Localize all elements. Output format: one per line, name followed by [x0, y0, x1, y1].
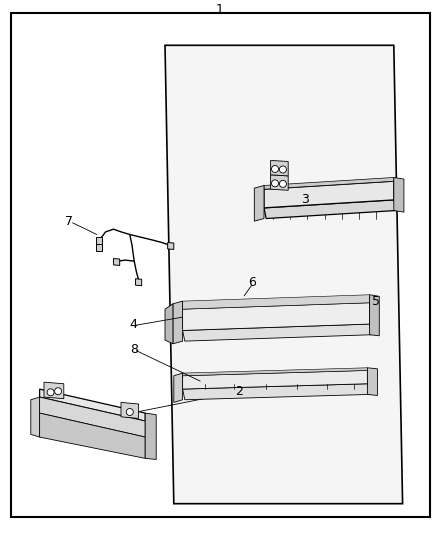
Polygon shape [394, 177, 404, 212]
Polygon shape [367, 368, 378, 395]
Polygon shape [264, 181, 394, 208]
Polygon shape [114, 259, 120, 265]
Polygon shape [183, 295, 370, 309]
Polygon shape [183, 370, 367, 389]
Polygon shape [40, 397, 145, 437]
Polygon shape [183, 324, 372, 341]
Polygon shape [174, 373, 183, 402]
Text: 8: 8 [130, 343, 138, 356]
Polygon shape [96, 237, 102, 244]
Polygon shape [173, 301, 183, 344]
Text: 3: 3 [301, 193, 309, 206]
Text: 1: 1 [216, 3, 224, 16]
Circle shape [271, 165, 279, 173]
Text: 6: 6 [249, 276, 257, 289]
Polygon shape [271, 175, 288, 190]
Polygon shape [136, 279, 142, 286]
Circle shape [271, 180, 279, 187]
Polygon shape [254, 185, 264, 221]
Polygon shape [165, 304, 173, 344]
Text: 7: 7 [65, 215, 73, 228]
Text: 5: 5 [372, 295, 380, 308]
Text: 4: 4 [130, 318, 138, 330]
Polygon shape [264, 200, 396, 219]
Polygon shape [40, 413, 145, 458]
Polygon shape [271, 160, 288, 176]
Polygon shape [370, 295, 379, 336]
Circle shape [55, 387, 62, 395]
Polygon shape [183, 368, 367, 376]
Polygon shape [44, 382, 64, 399]
Polygon shape [183, 303, 370, 330]
Text: 2: 2 [235, 385, 243, 398]
Polygon shape [96, 244, 102, 251]
Circle shape [279, 180, 286, 188]
Polygon shape [165, 45, 403, 504]
Circle shape [279, 166, 286, 173]
Polygon shape [183, 384, 370, 400]
Polygon shape [31, 397, 40, 437]
Circle shape [47, 389, 54, 396]
Polygon shape [264, 177, 394, 189]
Circle shape [126, 408, 133, 416]
Polygon shape [121, 402, 139, 418]
Polygon shape [145, 413, 156, 459]
Polygon shape [168, 243, 174, 249]
Polygon shape [40, 389, 145, 421]
